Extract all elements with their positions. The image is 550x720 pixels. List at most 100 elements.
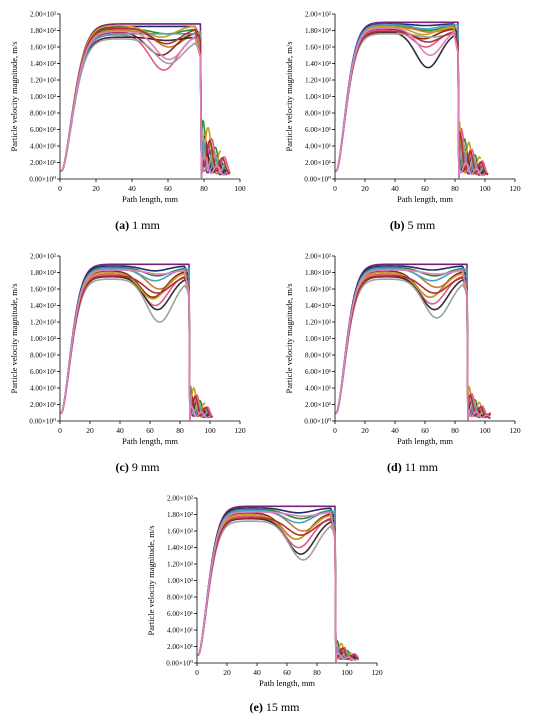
y-tick-label-a-5: 1.00×10² — [30, 93, 56, 101]
y-tick-label-b-3: 6.00×10¹ — [305, 126, 331, 134]
y-tick-label-e-10: 2.00×10² — [167, 495, 193, 503]
y-axis-label-c: Particle velocity magnitude, m/s — [9, 283, 19, 393]
y-tick-label-c-2: 4.00×10¹ — [30, 385, 56, 393]
y-tick-label-d-1: 2.00×10¹ — [305, 401, 331, 409]
x-tick-label-e-5: 100 — [341, 668, 353, 677]
caption-d: (d) 11 mm — [275, 460, 550, 475]
x-tick-label-e-4: 80 — [313, 668, 321, 677]
chart-panel-c: 0.00×10⁰ 2.00×10¹ 4.00×10¹ 6.00×10¹ 8.00×10¹… — [0, 242, 275, 482]
x-tick-label-a-4: 80 — [200, 184, 208, 193]
x-tick-label-b-5: 100 — [479, 184, 491, 193]
y-tick-label-e-4: 8.00×10¹ — [167, 594, 193, 602]
series-line-c-11 — [60, 275, 213, 421]
y-tick-label-b-1: 2.00×10¹ — [305, 159, 331, 167]
y-tick-label-b-4: 8.00×10¹ — [305, 110, 331, 118]
y-tick-label-c-8: 1.60×10² — [30, 286, 56, 294]
caption-b-text: 5 mm — [404, 218, 436, 232]
x-axis-label-d: Path length, mm — [397, 436, 453, 446]
chart-b-plot: 0.00×10⁰ 2.00×10¹ 4.00×10¹ 6.00×10¹ 8.00×10¹… — [284, 11, 521, 205]
caption-c-letter: (c) — [115, 460, 129, 474]
series-line-d-12 — [335, 269, 489, 421]
series-line-c-8 — [60, 278, 209, 421]
y-tick-label-b-7: 1.40×10² — [305, 60, 331, 68]
y-tick-label-c-4: 8.00×10¹ — [30, 352, 56, 360]
caption-e: (e) 15 mm — [137, 700, 412, 715]
series-line-d-11 — [335, 275, 492, 421]
chart-d-plot: 0.00×10⁰ 2.00×10¹ 4.00×10¹ 6.00×10¹ 8.00×10¹… — [284, 253, 521, 447]
x-tick-label-b-1: 20 — [361, 184, 369, 193]
y-tick-label-a-6: 1.20×10² — [30, 77, 56, 85]
x-tick-label-c-4: 80 — [176, 426, 184, 435]
x-tick-label-a-1: 20 — [92, 184, 100, 193]
y-tick-label-e-9: 1.80×10² — [167, 511, 193, 519]
series-group-c — [60, 263, 214, 421]
y-tick-label-e-7: 1.40×10² — [167, 544, 193, 552]
y-tick-label-a-4: 8.00×10¹ — [30, 110, 56, 118]
series-line-a-9 — [60, 24, 222, 179]
x-tick-label-a-2: 40 — [128, 184, 136, 193]
series-group-e — [197, 505, 360, 663]
x-axis-label-a: Path length, mm — [122, 194, 178, 204]
y-tick-label-a-3: 6.00×10¹ — [30, 126, 56, 134]
y-axis-label-a: Particle velocity magnitude, m/s — [9, 41, 19, 151]
y-tick-label-b-5: 1.00×10² — [305, 93, 331, 101]
y-axis-label-e: Particle velocity magnitude, m/s — [146, 525, 156, 635]
y-tick-label-a-0: 0.00×10⁰ — [29, 176, 56, 184]
x-axis-label-e: Path length, mm — [259, 678, 315, 688]
series-line-e-8 — [197, 520, 354, 663]
y-tick-label-e-5: 1.00×10² — [167, 577, 193, 585]
x-tick-label-a-3: 60 — [164, 184, 172, 193]
x-tick-label-e-6: 120 — [371, 668, 383, 677]
y-tick-label-a-7: 1.40×10² — [30, 60, 56, 68]
y-tick-label-c-6: 1.20×10² — [30, 319, 56, 327]
y-tick-label-c-7: 1.40×10² — [30, 302, 56, 310]
caption-d-text: 11 mm — [401, 460, 438, 474]
series-line-b-11 — [335, 30, 489, 179]
y-tick-label-d-9: 1.80×10² — [305, 269, 331, 277]
caption-b: (b) 5 mm — [275, 218, 550, 233]
series-line-e-12 — [197, 511, 357, 663]
chart-e-plot: 0.00×10⁰ 2.00×10¹ 4.00×10¹ 6.00×10¹ 8.00×10¹… — [146, 495, 383, 689]
x-tick-label-e-0: 0 — [195, 668, 199, 677]
caption-c-text: 9 mm — [128, 460, 160, 474]
x-tick-label-c-1: 20 — [86, 426, 94, 435]
y-tick-label-d-8: 1.60×10² — [305, 286, 331, 294]
chart-panel-e: 0.00×10⁰ 2.00×10¹ 4.00×10¹ 6.00×10¹ 8.00×10¹… — [137, 484, 412, 720]
x-tick-label-c-2: 40 — [116, 426, 124, 435]
series-line-b-12 — [335, 27, 486, 179]
y-tick-label-a-2: 4.00×10¹ — [30, 143, 56, 151]
x-tick-label-d-0: 0 — [333, 426, 337, 435]
chart-panel-d: 0.00×10⁰ 2.00×10¹ 4.00×10¹ 6.00×10¹ 8.00×10¹… — [275, 242, 550, 482]
series-line-a-8 — [60, 38, 226, 179]
y-tick-label-b-10: 2.00×10² — [305, 11, 331, 19]
series-line-d-8 — [335, 278, 486, 421]
y-tick-label-c-3: 6.00×10¹ — [30, 368, 56, 376]
chart-a-plot: 0.00×10⁰ 2.00×10¹ 4.00×10¹ 6.00×10¹ 8.00×10¹… — [9, 11, 246, 205]
x-tick-label-a-5: 100 — [234, 184, 246, 193]
caption-d-letter: (d) — [387, 460, 402, 474]
series-line-a-12 — [60, 30, 228, 179]
x-tick-label-b-0: 0 — [333, 184, 337, 193]
y-tick-label-d-0: 0.00×10⁰ — [304, 418, 331, 426]
x-tick-label-d-5: 100 — [479, 426, 491, 435]
x-tick-label-e-1: 20 — [223, 668, 231, 677]
y-tick-label-d-3: 6.00×10¹ — [305, 368, 331, 376]
y-tick-label-b-8: 1.60×10² — [305, 44, 331, 52]
y-tick-label-c-0: 0.00×10⁰ — [29, 418, 56, 426]
chart-panel-b: 0.00×10⁰ 2.00×10¹ 4.00×10¹ 6.00×10¹ 8.00×10¹… — [275, 0, 550, 240]
y-tick-label-e-2: 4.00×10¹ — [167, 627, 193, 635]
x-tick-label-b-2: 40 — [391, 184, 399, 193]
x-tick-label-d-1: 20 — [361, 426, 369, 435]
x-tick-label-c-3: 60 — [146, 426, 154, 435]
x-axis-label-b: Path length, mm — [397, 194, 453, 204]
y-tick-label-d-7: 1.40×10² — [305, 302, 331, 310]
y-tick-label-c-9: 1.80×10² — [30, 269, 56, 277]
y-tick-label-a-9: 1.80×10² — [30, 27, 56, 35]
x-tick-label-b-6: 120 — [509, 184, 521, 193]
caption-a-letter: (a) — [115, 218, 130, 232]
y-tick-label-c-1: 2.00×10¹ — [30, 401, 56, 409]
y-tick-label-c-10: 2.00×10² — [30, 253, 56, 261]
caption-a-text: 1 mm — [129, 218, 160, 232]
x-tick-label-c-6: 120 — [234, 426, 246, 435]
caption-e-text: 15 mm — [262, 700, 300, 714]
